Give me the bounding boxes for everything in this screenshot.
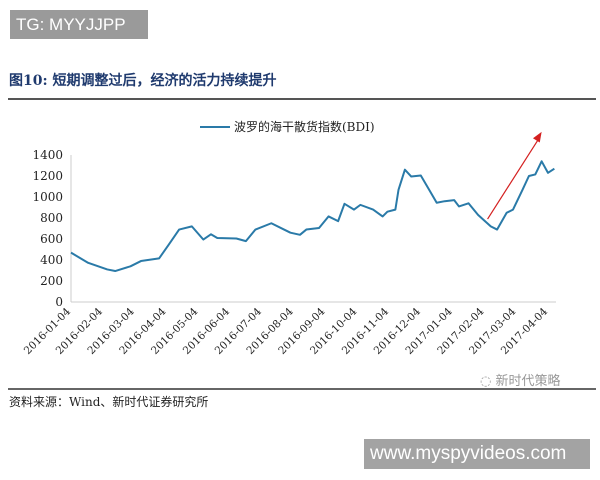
bdi-line [70, 160, 555, 273]
trend-arrow-head [532, 131, 542, 143]
y-tick-label: 800 [40, 211, 63, 225]
source-note: 资料来源：Wind、新时代证券研究所 [9, 395, 209, 409]
trend-arrow [487, 138, 540, 220]
title-divider [8, 98, 596, 100]
y-tick-label: 600 [40, 232, 63, 246]
y-tick-label: 1000 [32, 190, 63, 204]
bdi-chart: 02004006008001000120014002016-01-042016-… [22, 119, 556, 357]
y-tick-label: 400 [40, 253, 63, 267]
wechat-mark-text: 新时代策略 [495, 374, 561, 389]
source-divider [8, 388, 596, 390]
watermark-top: TG: MYYJJPP [10, 10, 148, 39]
watermark-bottom: www.myspyvideos.com [364, 439, 590, 469]
wechat-mark: ◌ 新时代策略 [480, 374, 561, 389]
y-tick-label: 200 [40, 274, 63, 288]
y-tick-label: 0 [55, 295, 63, 309]
y-tick-label: 1200 [32, 169, 63, 183]
figure-title: 图10: 短期调整过后，经济的活力持续提升 [9, 73, 277, 89]
y-tick-label: 1400 [32, 148, 63, 162]
legend-label: 波罗的海干散货指数(BDI) [234, 119, 375, 134]
